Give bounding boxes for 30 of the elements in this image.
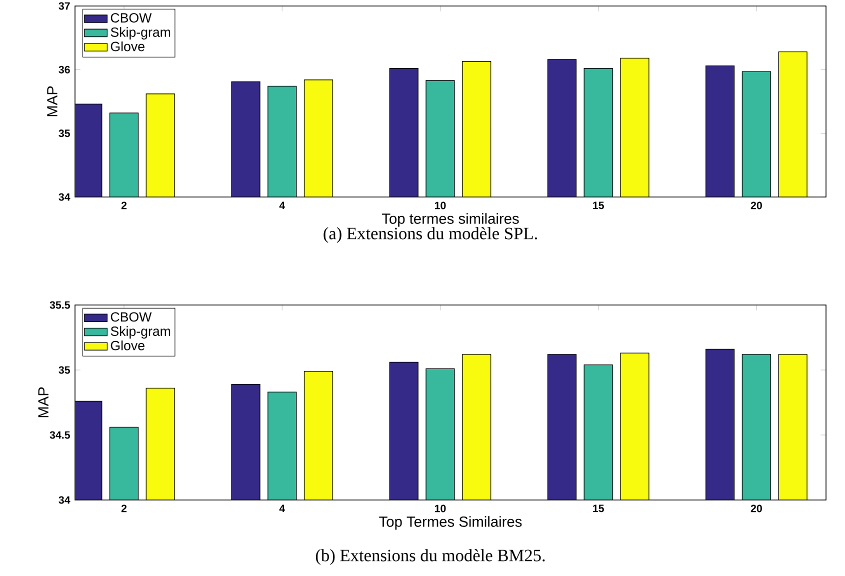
y-tick-label: 34.5 bbox=[50, 431, 70, 439]
x-tick-label: 4 bbox=[279, 504, 286, 512]
text: (b) Extensions du modèle BM25. bbox=[316, 549, 545, 565]
text: (a) Extensions du modèle SPL. bbox=[324, 227, 537, 243]
y-tick-label: 35.5 bbox=[50, 301, 70, 309]
x-tick-label: 2 bbox=[121, 202, 127, 210]
y-tick-label: 35 bbox=[58, 130, 70, 138]
legend-label: CBOW bbox=[110, 13, 152, 23]
y-axis-title: MAP bbox=[47, 86, 58, 116]
x-tick-label: 10 bbox=[434, 504, 446, 512]
y-tick-label: 34 bbox=[58, 496, 70, 504]
legend-label: CBOW bbox=[110, 312, 152, 322]
x-axis-title: Top Termes Similaires bbox=[379, 516, 522, 530]
x-axis-title: Top termes similaires bbox=[382, 213, 519, 227]
x-tick-label: 10 bbox=[434, 202, 446, 210]
x-tick-label: 20 bbox=[750, 504, 762, 512]
legend-label: Glove bbox=[110, 41, 144, 52]
x-tick-label: 15 bbox=[593, 202, 604, 210]
x-tick-label: 2 bbox=[121, 504, 127, 512]
legend-label: Glove bbox=[110, 340, 144, 350]
x-tick-label: 20 bbox=[750, 202, 762, 210]
x-tick-label: 4 bbox=[279, 202, 286, 210]
y-axis-title: MAP bbox=[38, 387, 48, 418]
y-tick-label: 37 bbox=[58, 2, 70, 10]
y-tick-label: 36 bbox=[58, 66, 70, 74]
y-tick-label: 35 bbox=[58, 366, 70, 374]
y-tick-label: 34 bbox=[58, 193, 70, 201]
legend-label: Skip-gram bbox=[110, 27, 170, 40]
legend-label: Skip-gram bbox=[110, 326, 170, 339]
x-tick-label: 15 bbox=[593, 504, 604, 512]
